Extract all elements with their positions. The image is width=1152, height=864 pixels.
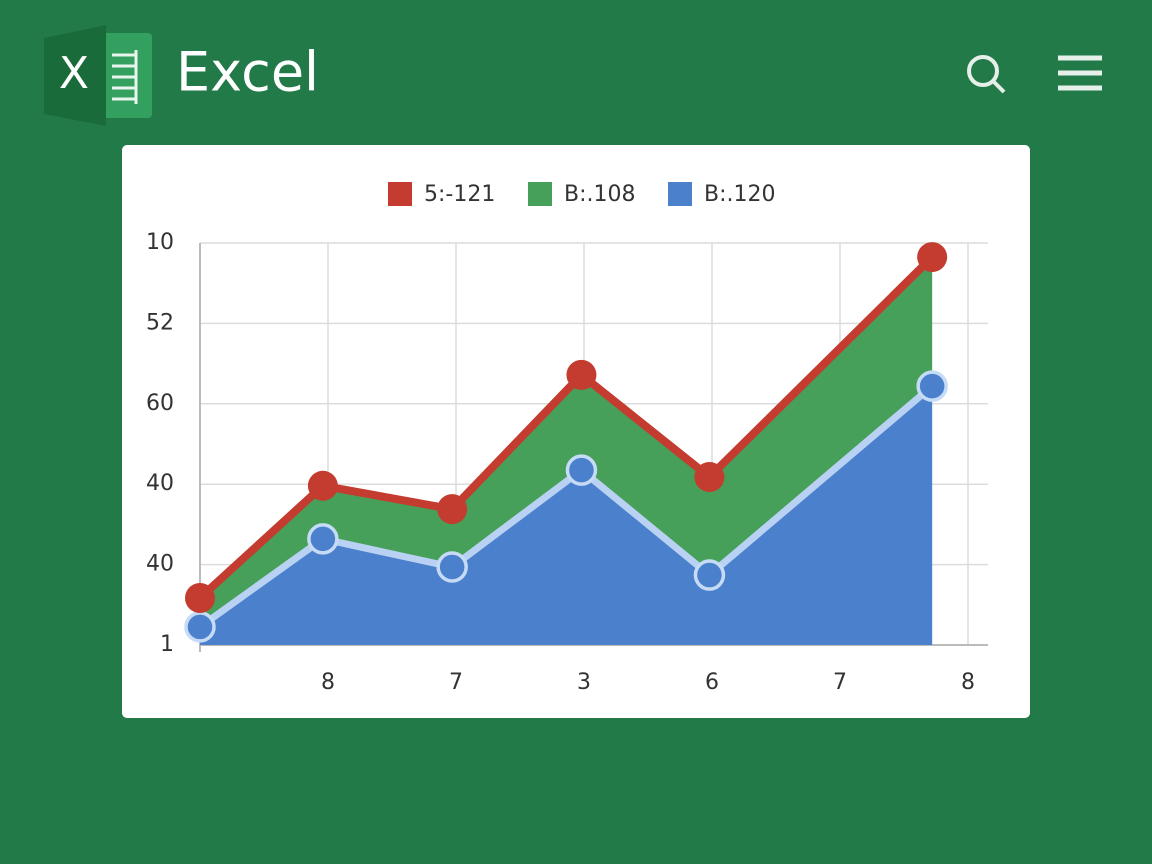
y-tick-label: 40 <box>146 552 174 577</box>
app-logo: X <box>44 25 152 126</box>
y-tick-label: 60 <box>146 391 174 416</box>
logo-cover <box>44 25 106 126</box>
point-marker <box>184 611 216 643</box>
point-marker <box>565 454 598 486</box>
area <box>200 257 933 627</box>
area <box>200 386 933 645</box>
menu-button[interactable] <box>1058 55 1102 91</box>
legend-label: B:.120 <box>704 182 776 207</box>
point-marker <box>694 461 725 492</box>
y-tick-label: 40 <box>146 471 174 496</box>
legend-swatch <box>388 182 412 206</box>
legend-swatch <box>668 182 692 206</box>
y-tick-label: 10 <box>146 230 174 255</box>
logo-lines <box>112 50 138 104</box>
legend-label: B:.108 <box>564 182 636 207</box>
app-title: Excel <box>176 41 319 104</box>
x-tick-label: 7 <box>449 670 463 695</box>
search-button[interactable] <box>967 55 1006 94</box>
point-marker <box>307 523 339 555</box>
logo-letter: X <box>59 48 89 99</box>
point-marker <box>917 242 948 273</box>
chart: 1 40 40 60 52 10 8 7 3 6 7 8 5:-121 B:.108 B:.120 <box>146 182 988 695</box>
point-marker <box>566 359 597 390</box>
legend-label: 5:-121 <box>424 182 495 207</box>
point-marker <box>916 370 948 402</box>
x-tick-label: 6 <box>705 670 719 695</box>
point-marker <box>437 494 468 525</box>
y-tick-label: 52 <box>146 310 174 335</box>
point-marker <box>185 582 215 613</box>
x-tick-label: 8 <box>321 670 335 695</box>
legend-swatch <box>528 182 552 206</box>
x-tick-label: 3 <box>577 670 591 695</box>
point-marker <box>436 551 468 583</box>
line <box>197 254 935 601</box>
y-tick-label: 1 <box>160 632 174 657</box>
point-marker <box>693 559 726 591</box>
area-outline <box>197 383 935 630</box>
x-tick-label: 7 <box>833 670 847 695</box>
point-marker <box>307 470 338 501</box>
x-tick-label: 8 <box>961 670 975 695</box>
